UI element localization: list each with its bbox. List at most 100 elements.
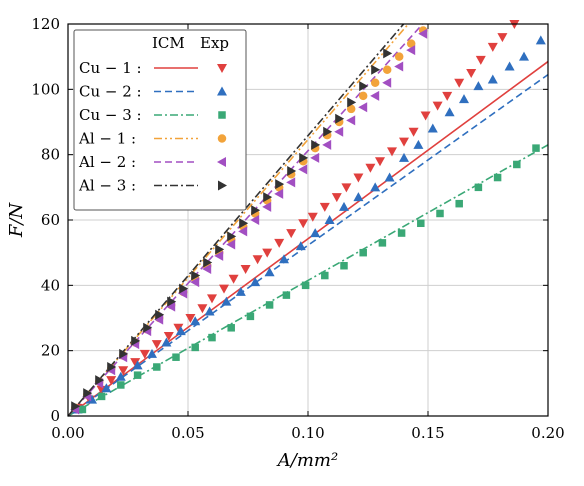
- y-tick-label: 20: [41, 342, 60, 360]
- exp-point-series-1: [207, 294, 217, 304]
- y-tick-label: 120: [31, 15, 60, 33]
- exp-point-series-2: [250, 277, 261, 287]
- exp-point-series-6: [251, 205, 261, 216]
- exp-point-series-1: [185, 314, 196, 323]
- exp-point-series-5: [394, 61, 404, 72]
- model-line-series-2: [67, 73, 549, 417]
- exp-point-series-2: [204, 306, 215, 316]
- exp-point-series-3: [191, 343, 199, 352]
- exp-point-series-1: [252, 255, 263, 265]
- exp-point-series-5: [166, 301, 176, 312]
- exp-point-series-2: [147, 348, 157, 358]
- model-line-series-3: [67, 144, 549, 417]
- legend-label-series-4: Al − 1 :: [78, 130, 136, 148]
- exp-point-series-5: [370, 90, 380, 101]
- exp-point-series-1: [399, 137, 409, 147]
- exp-point-series-3: [208, 333, 216, 342]
- exp-point-series-6: [239, 218, 249, 229]
- exp-point-series-1: [319, 202, 330, 212]
- exp-point-series-3: [117, 381, 125, 389]
- y-tick-label: 0: [50, 407, 60, 425]
- exp-point-series-1: [106, 376, 117, 386]
- exp-point-series-2: [190, 316, 201, 326]
- exp-point-series-6: [167, 296, 177, 307]
- legend-label-series-3: Cu − 3 :: [79, 106, 142, 124]
- exp-point-series-6: [347, 97, 357, 108]
- exp-point-series-6: [83, 388, 93, 399]
- y-tick-label: 100: [31, 80, 60, 98]
- exp-point-series-2: [87, 394, 97, 404]
- exp-point-series-4: [370, 78, 380, 88]
- legend-label-series-2: Cu − 2 :: [79, 83, 142, 101]
- exp-point-series-1: [219, 284, 229, 294]
- exp-point-series-6: [359, 81, 369, 92]
- exp-point-series-2: [444, 107, 455, 117]
- exp-point-series-3: [227, 324, 235, 332]
- exp-point-series-2: [473, 81, 484, 91]
- exp-point-series-5: [334, 126, 344, 137]
- exp-point-series-2: [519, 51, 529, 61]
- exp-point-series-3: [282, 291, 291, 299]
- exp-point-series-6: [155, 309, 165, 320]
- exp-point-series-1: [408, 127, 419, 137]
- exp-point-series-3: [417, 219, 425, 228]
- exp-point-series-5: [154, 314, 164, 325]
- exp-point-series-3: [153, 363, 161, 371]
- exp-point-series-1: [341, 183, 352, 193]
- exp-point-series-1: [353, 173, 364, 183]
- y-axis-title: F/N: [6, 202, 27, 239]
- exp-point-series-1: [420, 111, 431, 121]
- exp-point-series-3: [246, 312, 255, 321]
- model-line-series-5: [67, 23, 424, 417]
- exp-point-series-3: [265, 301, 274, 309]
- exp-point-series-5: [406, 45, 416, 56]
- exp-point-series-2: [504, 61, 515, 71]
- exp-point-series-2: [324, 215, 335, 224]
- exp-point-series-6: [191, 270, 201, 281]
- legend-marker-series-4: [217, 134, 227, 143]
- exp-point-series-4: [346, 104, 356, 114]
- exp-point-series-1: [173, 323, 184, 333]
- exp-point-series-1: [454, 78, 465, 88]
- exp-point-series-2: [132, 360, 143, 370]
- exp-point-series-1: [487, 42, 498, 52]
- exp-point-series-3: [513, 160, 521, 169]
- exp-point-series-1: [228, 274, 239, 284]
- exp-point-series-6: [71, 401, 81, 412]
- exp-point-series-5: [298, 164, 308, 175]
- exp-point-series-3: [474, 183, 483, 192]
- exp-point-series-5: [178, 288, 188, 299]
- exp-point-series-2: [115, 371, 126, 381]
- legend-marker-series-2: [217, 86, 227, 96]
- exp-point-series-2: [427, 123, 438, 133]
- exp-point-series-1: [139, 349, 150, 359]
- exp-point-series-5: [286, 177, 296, 188]
- legend-marker-series-1: [217, 64, 227, 73]
- legend-label-series-1: Cu − 1 :: [79, 59, 142, 77]
- exp-point-series-6: [335, 113, 345, 124]
- x-tick-label: 0.10: [291, 424, 324, 442]
- exp-point-series-6: [179, 283, 189, 294]
- exp-point-series-5: [322, 139, 332, 150]
- exp-point-series-2: [353, 192, 364, 202]
- exp-point-series-1: [331, 193, 342, 203]
- exp-point-series-2: [413, 139, 424, 149]
- exp-point-series-3: [532, 144, 540, 152]
- exp-point-series-1: [262, 248, 273, 258]
- exp-point-series-5: [238, 226, 248, 237]
- exp-point-series-3: [78, 405, 87, 414]
- exp-point-series-1: [432, 101, 443, 111]
- exp-point-series-5: [250, 215, 260, 225]
- exp-point-series-1: [151, 340, 162, 350]
- exp-point-series-1: [274, 238, 285, 248]
- exp-point-series-6: [275, 179, 285, 190]
- exp-point-series-1: [163, 331, 174, 341]
- exp-point-series-6: [107, 362, 117, 372]
- exp-point-series-3: [321, 271, 329, 280]
- exp-point-series-2: [310, 228, 321, 238]
- exp-point-series-5: [274, 188, 284, 199]
- exp-point-series-6: [131, 335, 141, 346]
- exp-point-series-5: [358, 102, 368, 113]
- exp-point-series-3: [301, 281, 310, 290]
- exp-point-series-6: [143, 322, 153, 333]
